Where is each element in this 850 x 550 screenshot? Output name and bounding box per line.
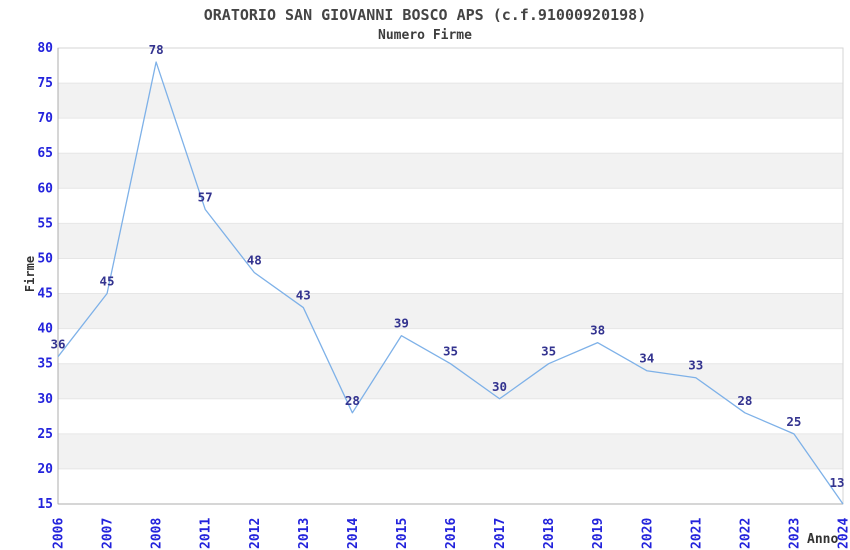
point-label: 35 (443, 344, 458, 359)
x-tick-label: 2022 (738, 518, 753, 549)
point-label: 45 (100, 274, 115, 289)
band-row (58, 83, 843, 119)
x-tick-label: 2017 (493, 518, 508, 549)
x-tick-label: 2021 (689, 518, 704, 549)
x-tick-label: 2016 (444, 518, 459, 549)
chart-subtitle: Numero Firme (378, 28, 472, 43)
y-tick-label: 80 (37, 41, 53, 56)
x-tick-label: 2015 (395, 518, 410, 549)
point-label: 43 (296, 288, 311, 303)
y-tick-label: 25 (37, 427, 53, 442)
band-row (58, 433, 843, 469)
x-tick-label: 2008 (150, 518, 165, 549)
point-label: 36 (50, 337, 65, 352)
point-label: 33 (688, 358, 703, 373)
x-tick-label: 2006 (52, 518, 67, 549)
x-tick-label: 2023 (787, 518, 802, 549)
point-label: 34 (639, 351, 654, 366)
x-tick-label: 2018 (542, 518, 557, 549)
x-tick-label: 2012 (248, 518, 263, 549)
band-row (58, 293, 843, 329)
point-label: 35 (541, 344, 556, 359)
point-label: 78 (149, 42, 164, 57)
point-label: 28 (345, 393, 360, 408)
data-line (57, 61, 844, 505)
y-tick-label: 65 (37, 146, 53, 161)
x-tick-label: 2024 (837, 518, 850, 549)
y-tick-label: 35 (37, 357, 53, 372)
point-label: 39 (394, 316, 409, 331)
y-tick-label: 60 (37, 181, 53, 196)
y-tick-label: 45 (37, 287, 53, 302)
point-label: 25 (786, 414, 801, 429)
x-tick-label: 2020 (640, 518, 655, 549)
y-tick-label: 70 (37, 111, 53, 126)
x-tick-label: 2011 (199, 518, 214, 549)
x-tick-label: 2007 (101, 518, 116, 549)
point-label: 57 (198, 189, 213, 204)
y-tick-label: 55 (37, 216, 53, 231)
point-label: 13 (829, 475, 844, 490)
y-tick-label: 30 (37, 392, 53, 407)
point-label: 30 (492, 379, 507, 394)
y-tick-label: 15 (37, 497, 53, 512)
y-tick-label: 20 (37, 462, 53, 477)
y-tick-label: 75 (37, 76, 53, 91)
chart-title: ORATORIO SAN GIOVANNI BOSCO APS (c.f.910… (203, 6, 647, 24)
x-tick-label: 2014 (346, 518, 361, 549)
point-label: 38 (590, 323, 605, 338)
point-label: 48 (247, 252, 262, 267)
y-tick-label: 40 (37, 322, 53, 337)
x-axis-title: Anno (807, 532, 839, 547)
x-tick-label: 2013 (297, 518, 312, 549)
x-tick-label: 2019 (591, 518, 606, 549)
band-row (58, 153, 843, 189)
band-row (58, 223, 843, 259)
point-label: 28 (737, 393, 752, 408)
band-row (58, 363, 843, 399)
y-tick-label: 50 (37, 251, 53, 266)
